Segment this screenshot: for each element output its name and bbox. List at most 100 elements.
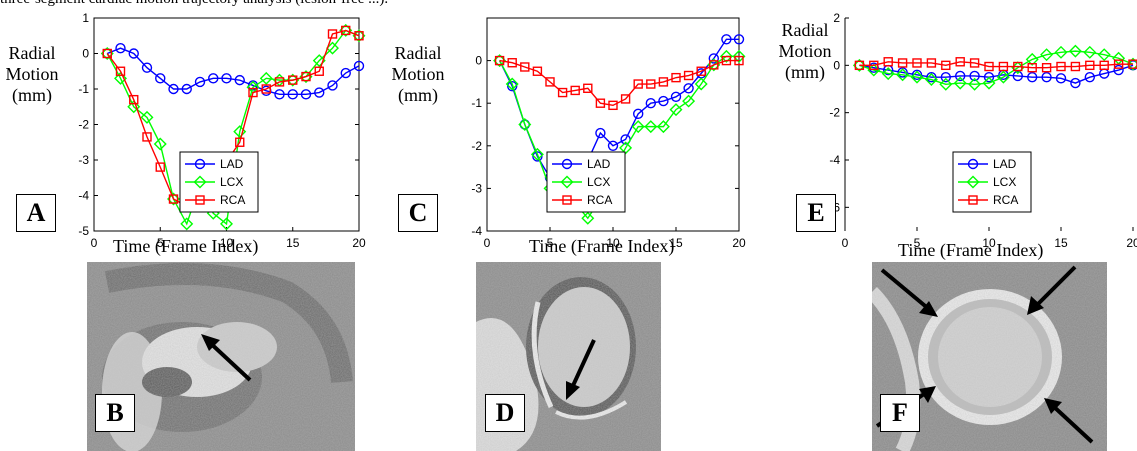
data-point-rca <box>274 77 285 87</box>
arrowhead <box>201 334 220 351</box>
data-point-lad <box>155 73 166 84</box>
y-axis-label-line: Radial <box>394 43 442 63</box>
data-point-rca <box>235 137 245 147</box>
data-point-rca <box>1085 60 1095 71</box>
data-point-rca <box>646 79 656 89</box>
legend: LAD LCX RCA <box>546 151 626 213</box>
mri-image-b: B <box>87 262 355 451</box>
data-point-lad <box>1027 71 1038 83</box>
x-tick-label: 15 <box>1054 236 1068 250</box>
panel-letter-d: D <box>485 394 525 432</box>
data-point-lad <box>327 80 338 91</box>
data-point-rca <box>314 66 324 76</box>
x-tick-label: 0 <box>91 236 98 250</box>
data-point-rca <box>869 60 879 71</box>
data-point-rca <box>1027 63 1037 73</box>
series-line-rca <box>499 59 739 107</box>
data-point-lcx <box>996 70 1010 84</box>
y-axis-label: Radial Motion (mm) <box>775 20 835 83</box>
data-point-rca <box>1041 63 1052 73</box>
data-point-rca <box>288 75 298 85</box>
line-chart-e: 20-2-4-605101520LADLCXRCA <box>829 11 1137 250</box>
legend-label: LAD <box>587 157 611 171</box>
data-point-lad <box>181 83 192 95</box>
y-tick-label: 0 <box>833 58 840 72</box>
data-point-lcx <box>924 73 938 87</box>
y-axis-label: Radial Motion (mm) <box>2 43 62 106</box>
data-point-lcx <box>939 77 953 91</box>
data-point-rca <box>620 94 631 104</box>
x-tick-label: 5 <box>547 236 554 250</box>
data-point-lad <box>897 67 908 78</box>
legend-marker <box>195 195 205 205</box>
data-point-lcx <box>1097 48 1111 62</box>
arrow-line <box>569 339 596 391</box>
data-point-rca <box>1099 60 1109 71</box>
data-point-rca <box>984 61 994 72</box>
data-point-lad <box>532 151 543 162</box>
y-tick-label: -2 <box>78 118 89 132</box>
x-tick-label: 0 <box>842 236 849 250</box>
arrowhead <box>919 301 938 317</box>
legend-marker <box>560 175 574 189</box>
data-point-rca <box>570 85 580 96</box>
data-point-lad <box>708 53 719 64</box>
data-point-rca <box>955 57 965 67</box>
data-point-lcx <box>127 100 141 114</box>
data-point-lad <box>208 73 219 84</box>
data-point-lad <box>1113 64 1124 76</box>
data-point-rca <box>102 48 112 59</box>
arrowhead <box>1044 398 1062 414</box>
data-point-rca <box>671 72 681 83</box>
data-point-rca <box>897 58 908 68</box>
arrow-line <box>1050 403 1094 444</box>
y-tick-label: 0 <box>475 54 482 68</box>
data-point-lad <box>115 42 126 54</box>
data-point-lcx <box>530 147 544 161</box>
y-tick-label: -5 <box>78 224 89 238</box>
series-line-lad <box>106 47 360 96</box>
data-point-lcx <box>953 76 967 90</box>
data-point-lcx <box>910 70 924 84</box>
data-point-rca <box>1056 61 1066 72</box>
data-point-lcx <box>180 217 194 231</box>
panel-letter-e: E <box>796 194 836 232</box>
data-point-rca <box>595 98 606 108</box>
arrowhead <box>919 386 936 403</box>
chart-panel-e: Radial Motion (mm) 20-2-4-605101520LADLC… <box>765 10 1137 260</box>
legend-marker <box>561 158 573 170</box>
x-tick-label: 0 <box>484 236 491 250</box>
data-point-lcx <box>682 94 696 108</box>
y-tick-label: -2 <box>471 139 482 153</box>
legend-label: RCA <box>220 193 245 207</box>
arrow-line <box>1033 265 1077 309</box>
data-point-lad <box>670 91 682 103</box>
y-axis-label-line: Motion <box>778 41 832 61</box>
data-point-rca <box>633 79 643 89</box>
y-tick-label: -2 <box>829 106 840 120</box>
data-point-lad <box>519 119 531 130</box>
data-point-rca <box>969 58 980 68</box>
data-point-rca <box>941 60 951 71</box>
data-point-lad <box>1012 70 1024 82</box>
y-axis-label-line: Motion <box>391 64 445 84</box>
x-axis-label: Time (Frame Index) <box>529 236 675 256</box>
panel-letter-a: A <box>16 194 56 232</box>
legend-marker <box>967 158 979 170</box>
data-point-lad <box>969 70 980 82</box>
data-point-rca <box>1013 61 1023 72</box>
data-point-lad <box>954 70 966 82</box>
legend-label: LCX <box>220 175 243 189</box>
data-point-lad <box>353 60 365 72</box>
data-point-lad <box>658 95 669 107</box>
data-point-lcx <box>1054 45 1068 59</box>
x-tick-label: 15 <box>669 236 683 250</box>
data-point-lcx <box>518 118 532 131</box>
legend-marker <box>968 195 978 205</box>
data-point-rca <box>912 58 922 68</box>
data-point-rca <box>557 87 568 98</box>
y-axis-label-line: Motion <box>5 64 59 84</box>
data-point-lad <box>234 74 245 86</box>
data-point-rca <box>494 55 505 66</box>
data-point-lcx <box>1040 48 1054 62</box>
